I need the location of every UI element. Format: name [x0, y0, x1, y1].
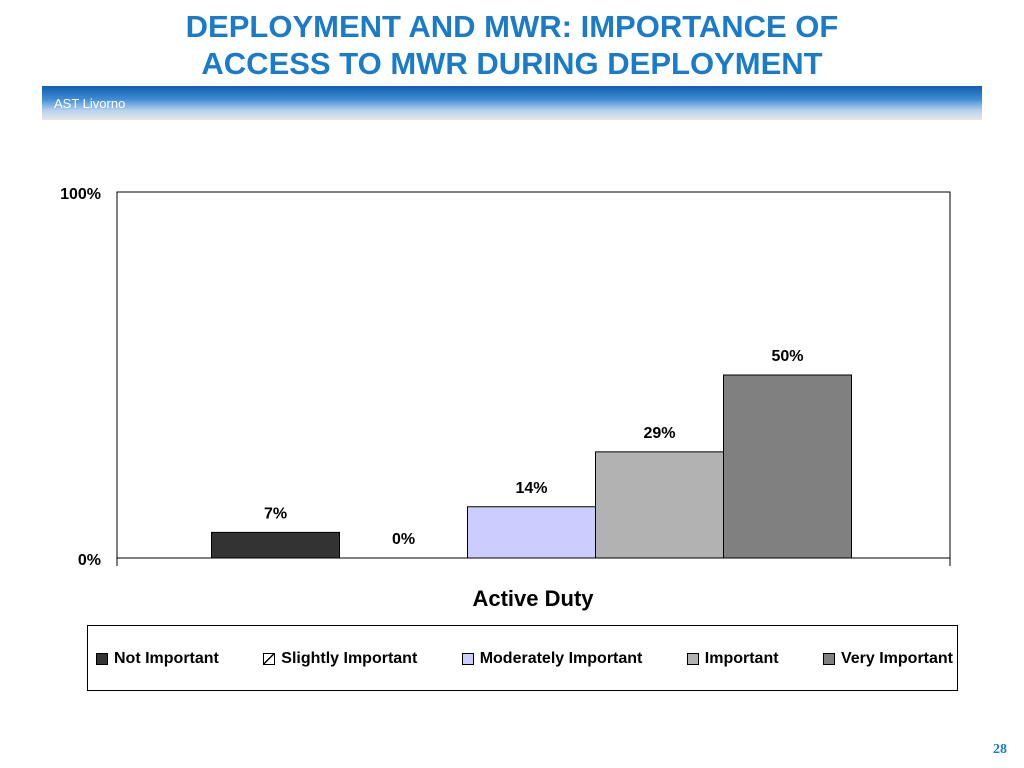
legend-item-slightly-important: Slightly Important	[263, 650, 417, 668]
legend-swatch-not-important	[96, 653, 108, 665]
data-label-moderately-important: 14%	[515, 480, 547, 497]
header-banner: AST Livorno	[42, 86, 982, 120]
chart-legend: Not Important Slightly Important Moderatel…	[87, 625, 958, 691]
legend-item-very-important: Very Important	[822, 650, 953, 668]
bar-not-important	[211, 531, 340, 559]
legend-label-very-important: Very Important	[840, 650, 953, 667]
y-tick-label-100: 100%	[60, 186, 101, 203]
legend-swatch-important	[686, 653, 699, 665]
data-label-not-important: 7%	[264, 505, 287, 522]
slide-title: DEPLOYMENT AND MWR: IMPORTANCE OF ACCESS…	[0, 8, 1024, 82]
legend-item-important: Important	[686, 650, 779, 668]
legend-label-not-important: Not Important	[114, 650, 219, 667]
legend-item-moderately-important: Moderately Important	[461, 650, 643, 668]
bar-very-important	[723, 374, 852, 559]
data-label-slightly-important: 0%	[392, 531, 415, 548]
data-label-important: 29%	[643, 425, 675, 442]
bar-chart: 100% 0% 7% 0% 14% 29% 50% Active Duty	[60, 186, 951, 611]
bar-important	[595, 451, 724, 559]
data-label-very-important: 50%	[771, 348, 803, 365]
legend-label-moderately-important: Moderately Important	[479, 650, 643, 667]
title-line-2: ACCESS TO MWR DURING DEPLOYMENT	[201, 46, 823, 81]
y-tick-label-0: 0%	[78, 552, 101, 569]
legend-swatch-slightly-important	[263, 653, 276, 665]
banner-text: AST Livorno	[54, 96, 126, 111]
legend-label-important: Important	[704, 650, 779, 667]
page-number: 28	[993, 742, 1007, 757]
legend-label-slightly-important: Slightly Important	[281, 650, 418, 667]
x-axis-label: Active Duty	[472, 586, 594, 611]
title-line-1: DEPLOYMENT AND MWR: IMPORTANCE OF	[185, 9, 839, 44]
bar-moderately-important	[467, 506, 596, 559]
legend-item-not-important: Not Important	[96, 650, 219, 668]
legend-swatch-moderately-important	[461, 653, 474, 665]
legend-swatch-very-important	[822, 653, 835, 665]
